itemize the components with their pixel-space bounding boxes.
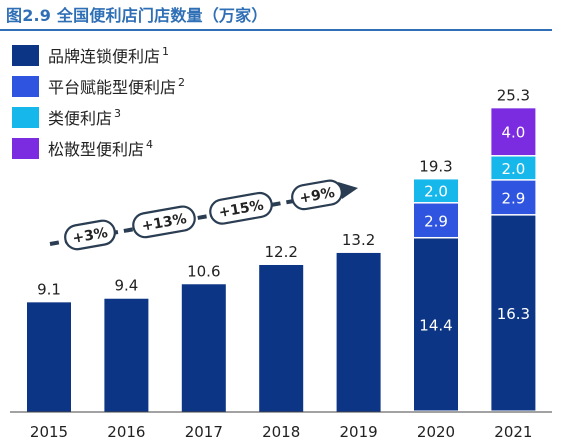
legend-footnote-2: 2 — [178, 76, 185, 89]
growth-label-4: +9% — [298, 185, 336, 207]
bar-2021-series-3 — [491, 156, 536, 180]
x-axis-ticks: 2015 2016 2017 2018 2019 2020 2021 — [30, 423, 533, 441]
bar-2016-series-1 — [104, 298, 149, 412]
total-label-2020: 19.3 — [419, 157, 452, 175]
bar-2021-series-2 — [491, 180, 536, 215]
legend-text-1: 品牌连锁便利店 — [48, 47, 160, 66]
x-tick-2018: 2018 — [262, 423, 300, 441]
data-label-2020-series-2: 2.9 — [424, 212, 448, 230]
legend-text-3: 类便利店 — [48, 109, 112, 128]
growth-label-2: +13% — [141, 211, 188, 235]
bar-2021-series-1 — [491, 215, 536, 411]
bar-2020-series-3 — [414, 179, 458, 203]
bar-2019-series-1 — [336, 252, 381, 412]
total-label-2016: 9.4 — [114, 277, 138, 295]
total-label-2017: 10.6 — [187, 262, 220, 280]
data-label-2020-series-3: 2.0 — [424, 183, 448, 201]
total-label-2015: 9.1 — [37, 280, 61, 298]
data-label-2021-series-2: 2.9 — [501, 189, 525, 207]
legend-text-2: 平台赋能型便利店 — [48, 78, 176, 97]
x-tick-2019: 2019 — [340, 423, 378, 441]
legend-swatch-4 — [12, 138, 39, 159]
growth-pill-3 — [209, 191, 273, 225]
data-label-2021-series-4: 4.0 — [501, 124, 525, 142]
legend-footnote-4: 4 — [146, 138, 153, 151]
legend-swatch-1 — [12, 45, 39, 66]
x-tick-2015: 2015 — [30, 423, 68, 441]
bars: 9.1 9.4 10.6 12.2 13.2 14.4 2.9 2.0 19.3 16.3 2.9 2… — [27, 86, 536, 412]
total-label-2019: 13.2 — [342, 231, 375, 249]
bar-2017-series-1 — [181, 284, 226, 412]
legend-swatch-3 — [12, 107, 39, 128]
legend-label-4: 松散型便利店 4 — [48, 138, 153, 159]
growth-label-3: +15% — [218, 197, 265, 221]
data-label-2021-series-1: 16.3 — [497, 305, 530, 323]
x-tick-2016: 2016 — [107, 423, 145, 441]
total-label-2018: 12.2 — [264, 243, 297, 261]
growth-pill-1 — [64, 219, 116, 251]
legend-footnote-3: 3 — [114, 107, 121, 120]
data-label-2020-series-1: 14.4 — [419, 316, 452, 334]
growth-pill-2 — [132, 205, 196, 239]
growth-pill-4 — [291, 179, 343, 211]
data-label-2021-series-3: 2.0 — [501, 160, 525, 178]
chart-title: 图2.9 全国便利店门店数量（万家） — [6, 6, 268, 25]
bar-2015-series-1 — [27, 302, 71, 412]
growth-trend-arrowhead — [338, 182, 358, 199]
bar-2018-series-1 — [259, 264, 304, 412]
legend-label-1: 品牌连锁便利店 1 — [48, 45, 169, 66]
legend: 品牌连锁便利店 1 平台赋能型便利店 2 类便利店 3 松散型便利店 4 — [12, 45, 185, 159]
legend-text-4: 松散型便利店 — [48, 140, 144, 159]
growth-trend: +3% +13% +15% +9% — [49, 179, 358, 251]
bar-2020-series-1 — [414, 238, 458, 411]
total-label-2021: 25.3 — [497, 86, 530, 104]
bar-2020-series-2 — [414, 203, 458, 237]
legend-swatch-2 — [12, 76, 39, 97]
legend-footnote-1: 1 — [162, 45, 169, 58]
legend-label-3: 类便利店 3 — [48, 107, 121, 128]
growth-label-1: +3% — [71, 225, 109, 247]
x-tick-2020: 2020 — [417, 423, 455, 441]
legend-label-2: 平台赋能型便利店 2 — [48, 76, 185, 97]
x-tick-2021: 2021 — [494, 423, 532, 441]
bar-2021-series-4 — [491, 108, 536, 156]
title-divider — [0, 29, 552, 31]
x-tick-2017: 2017 — [185, 423, 223, 441]
